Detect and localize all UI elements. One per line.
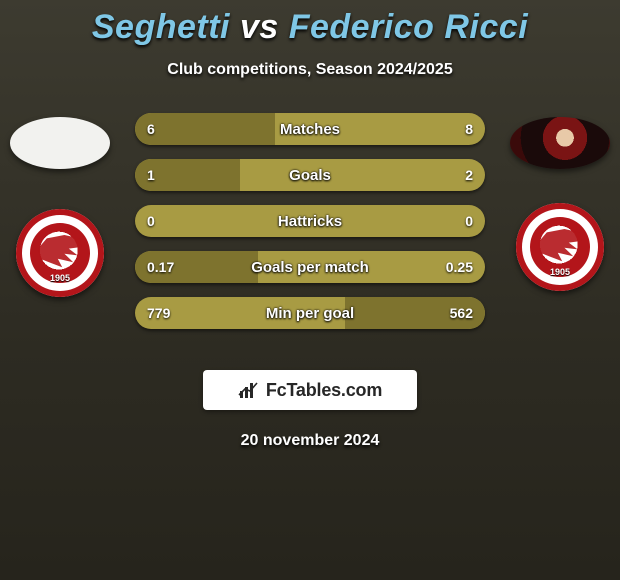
stat-rows: 68Matches 12Goals 0 0Hattricks 0.170.25Goals… (135, 113, 485, 329)
stat-row: 0 0Hattricks (135, 205, 485, 237)
right-player-column: 1905 (500, 113, 620, 348)
stat-row: 12Goals (135, 159, 485, 191)
stat-fill-left (135, 159, 240, 191)
left-player-column: 1905 (0, 113, 120, 348)
stat-fill-left (135, 113, 275, 145)
stat-label: Hattricks (135, 205, 485, 237)
subtitle: Club competitions, Season 2024/2025 (0, 61, 620, 79)
left-player-photo (10, 117, 110, 169)
left-club-year: 1905 (16, 273, 104, 283)
stat-value-right: 8 (465, 113, 473, 145)
title-vs: vs (240, 8, 279, 46)
stat-fill-right (345, 297, 485, 329)
title-player-right: Federico Ricci (289, 8, 528, 46)
stat-value-right: 0.25 (446, 251, 473, 283)
stat-value-left: 779 (147, 297, 170, 329)
left-club-badge: 1905 (16, 209, 104, 297)
page-title: Seghetti vs Federico Ricci (0, 0, 620, 47)
stat-value-right: 2 (465, 159, 473, 191)
title-player-left: Seghetti (92, 8, 230, 46)
stat-value-left: 0 (147, 205, 155, 237)
fctables-logo: FcTables.com (203, 370, 417, 410)
stat-value-right: 0 (465, 205, 473, 237)
comparison-stage: 1905 1905 68Matches 12Goals 0 0Hattricks 0.1… (0, 113, 620, 348)
fctables-logo-text: FcTables.com (266, 380, 382, 401)
stat-row: 68Matches (135, 113, 485, 145)
stat-fill-left (135, 251, 258, 283)
right-club-year: 1905 (516, 267, 604, 277)
right-player-photo (510, 117, 610, 169)
stat-row: 0.170.25Goals per match (135, 251, 485, 283)
date-line: 20 november 2024 (0, 432, 620, 450)
stat-row: 779562Min per goal (135, 297, 485, 329)
right-club-badge: 1905 (516, 203, 604, 291)
bar-chart-icon (238, 380, 260, 400)
